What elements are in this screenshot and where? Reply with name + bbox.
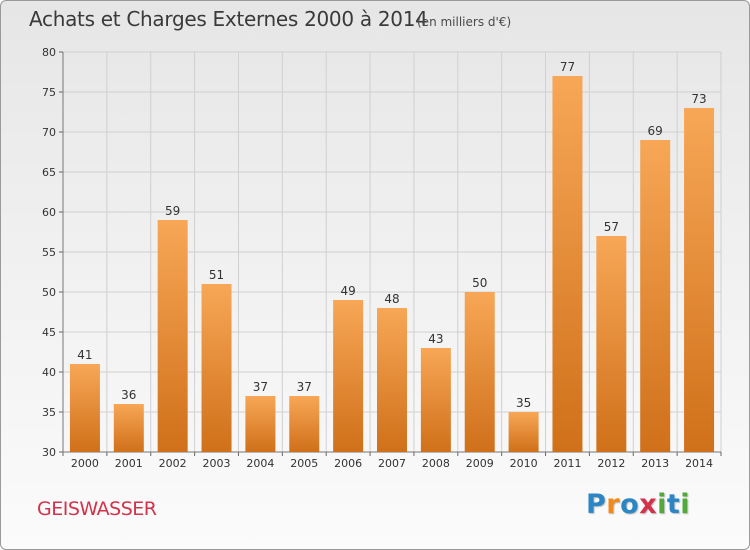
x-tick-label: 2001 xyxy=(115,457,143,470)
x-tick-label: 2004 xyxy=(246,457,274,470)
bars xyxy=(69,76,715,452)
logo-letter: r xyxy=(606,489,621,520)
bar xyxy=(684,108,715,452)
data-label: 37 xyxy=(253,380,268,394)
x-tick-label: 2005 xyxy=(290,457,318,470)
data-label: 57 xyxy=(604,220,619,234)
bar xyxy=(245,396,276,452)
y-tick-label: 60 xyxy=(42,206,56,219)
x-tick-label: 2003 xyxy=(203,457,231,470)
y-tick-label: 65 xyxy=(42,166,56,179)
data-label: 48 xyxy=(384,292,399,306)
data-label: 37 xyxy=(297,380,312,394)
data-label: 59 xyxy=(165,204,180,218)
x-tick-label: 2002 xyxy=(159,457,187,470)
data-label: 73 xyxy=(691,92,706,106)
bar xyxy=(113,404,144,452)
logo-letter: i xyxy=(657,489,667,520)
bar xyxy=(377,308,407,452)
data-label: 51 xyxy=(209,268,224,282)
data-label: 49 xyxy=(340,284,355,298)
x-tick-label: 2008 xyxy=(422,457,450,470)
data-label: 50 xyxy=(472,276,487,290)
data-label: 36 xyxy=(121,388,136,402)
y-tick-label: 30 xyxy=(42,446,56,459)
y-tick-label: 45 xyxy=(42,326,56,339)
bar xyxy=(596,236,627,452)
bar xyxy=(201,284,232,452)
proxiti-logo: Proxiti xyxy=(586,489,690,520)
data-label: 41 xyxy=(77,348,92,362)
y-tick-label: 35 xyxy=(42,406,56,419)
x-tick-label: 2006 xyxy=(334,457,362,470)
logo-letter: t xyxy=(666,489,681,520)
logo-letter: x xyxy=(639,489,658,520)
logo-letter: i xyxy=(680,489,691,520)
logo-letter: o xyxy=(620,489,640,520)
x-tick-label: 2011 xyxy=(553,457,581,470)
bar xyxy=(640,140,671,452)
data-label: 69 xyxy=(648,124,663,138)
bar xyxy=(69,364,100,452)
data-label: 43 xyxy=(428,332,443,346)
x-tick-label: 2009 xyxy=(466,457,494,470)
data-label: 35 xyxy=(516,396,531,410)
bar xyxy=(464,292,495,452)
bar xyxy=(420,348,451,452)
y-tick-label: 75 xyxy=(42,86,56,99)
x-tick-label: 2014 xyxy=(685,457,713,470)
x-tick-label: 2010 xyxy=(510,457,538,470)
bar xyxy=(157,220,188,452)
y-tick-label: 70 xyxy=(42,126,56,139)
chart-title: Achats et Charges Externes 2000 à 2014 xyxy=(29,7,428,31)
bar xyxy=(552,76,583,452)
labels: 30 35 40 45 50 55 60 65 70 75 80 41 2000 36 2001 59 2002… xyxy=(42,46,713,470)
data-label: 77 xyxy=(560,60,575,74)
bar xyxy=(508,412,539,452)
bar xyxy=(333,300,364,452)
commune-name: GEISWASSER xyxy=(37,498,157,520)
x-tick-label: 2013 xyxy=(641,457,669,470)
y-tick-label: 55 xyxy=(42,246,56,259)
logo-letter: P xyxy=(586,489,607,520)
x-tick-label: 2012 xyxy=(597,457,625,470)
y-tick-label: 80 xyxy=(42,46,56,59)
bar xyxy=(289,396,320,452)
chart-subtitle: (en milliers d'€) xyxy=(417,15,512,29)
x-tick-label: 2000 xyxy=(71,457,99,470)
y-tick-label: 50 xyxy=(42,286,56,299)
x-tick-label: 2007 xyxy=(378,457,406,470)
y-tick-label: 40 xyxy=(42,366,56,379)
